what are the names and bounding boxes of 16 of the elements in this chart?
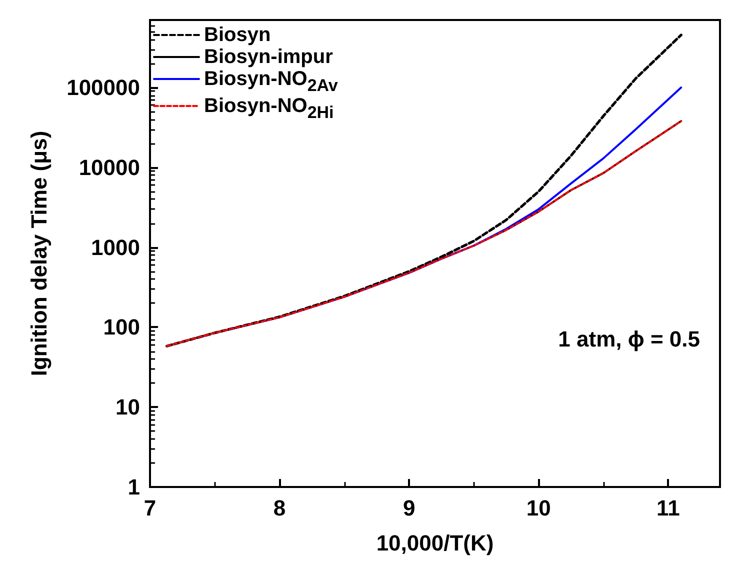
y-axis-title: Ignition delay Time (μs) — [26, 130, 52, 376]
legend-label: Biosyn-impur — [204, 46, 334, 68]
y-tick-label: 1 — [128, 474, 140, 500]
x-tick-label: 7 — [144, 496, 156, 520]
x-tick-label: 10 — [526, 496, 551, 520]
annotation: 1 atm, ϕ = 0.5 — [558, 326, 700, 352]
x-tick-label: 11 — [656, 496, 680, 520]
x-axis-title: 10,000/T(K) — [376, 530, 494, 556]
y-tick-label: 10000 — [78, 154, 140, 180]
y-tick-label: 1000 — [91, 234, 140, 260]
x-tick-label: 9 — [402, 496, 416, 520]
y-tick-label: 100 — [103, 314, 140, 340]
legend-label: Biosyn — [204, 24, 271, 46]
y-tick-label: 10 — [116, 394, 140, 420]
y-tick-label: 100000 — [66, 75, 140, 100]
x-tick-label: 8 — [273, 496, 286, 520]
